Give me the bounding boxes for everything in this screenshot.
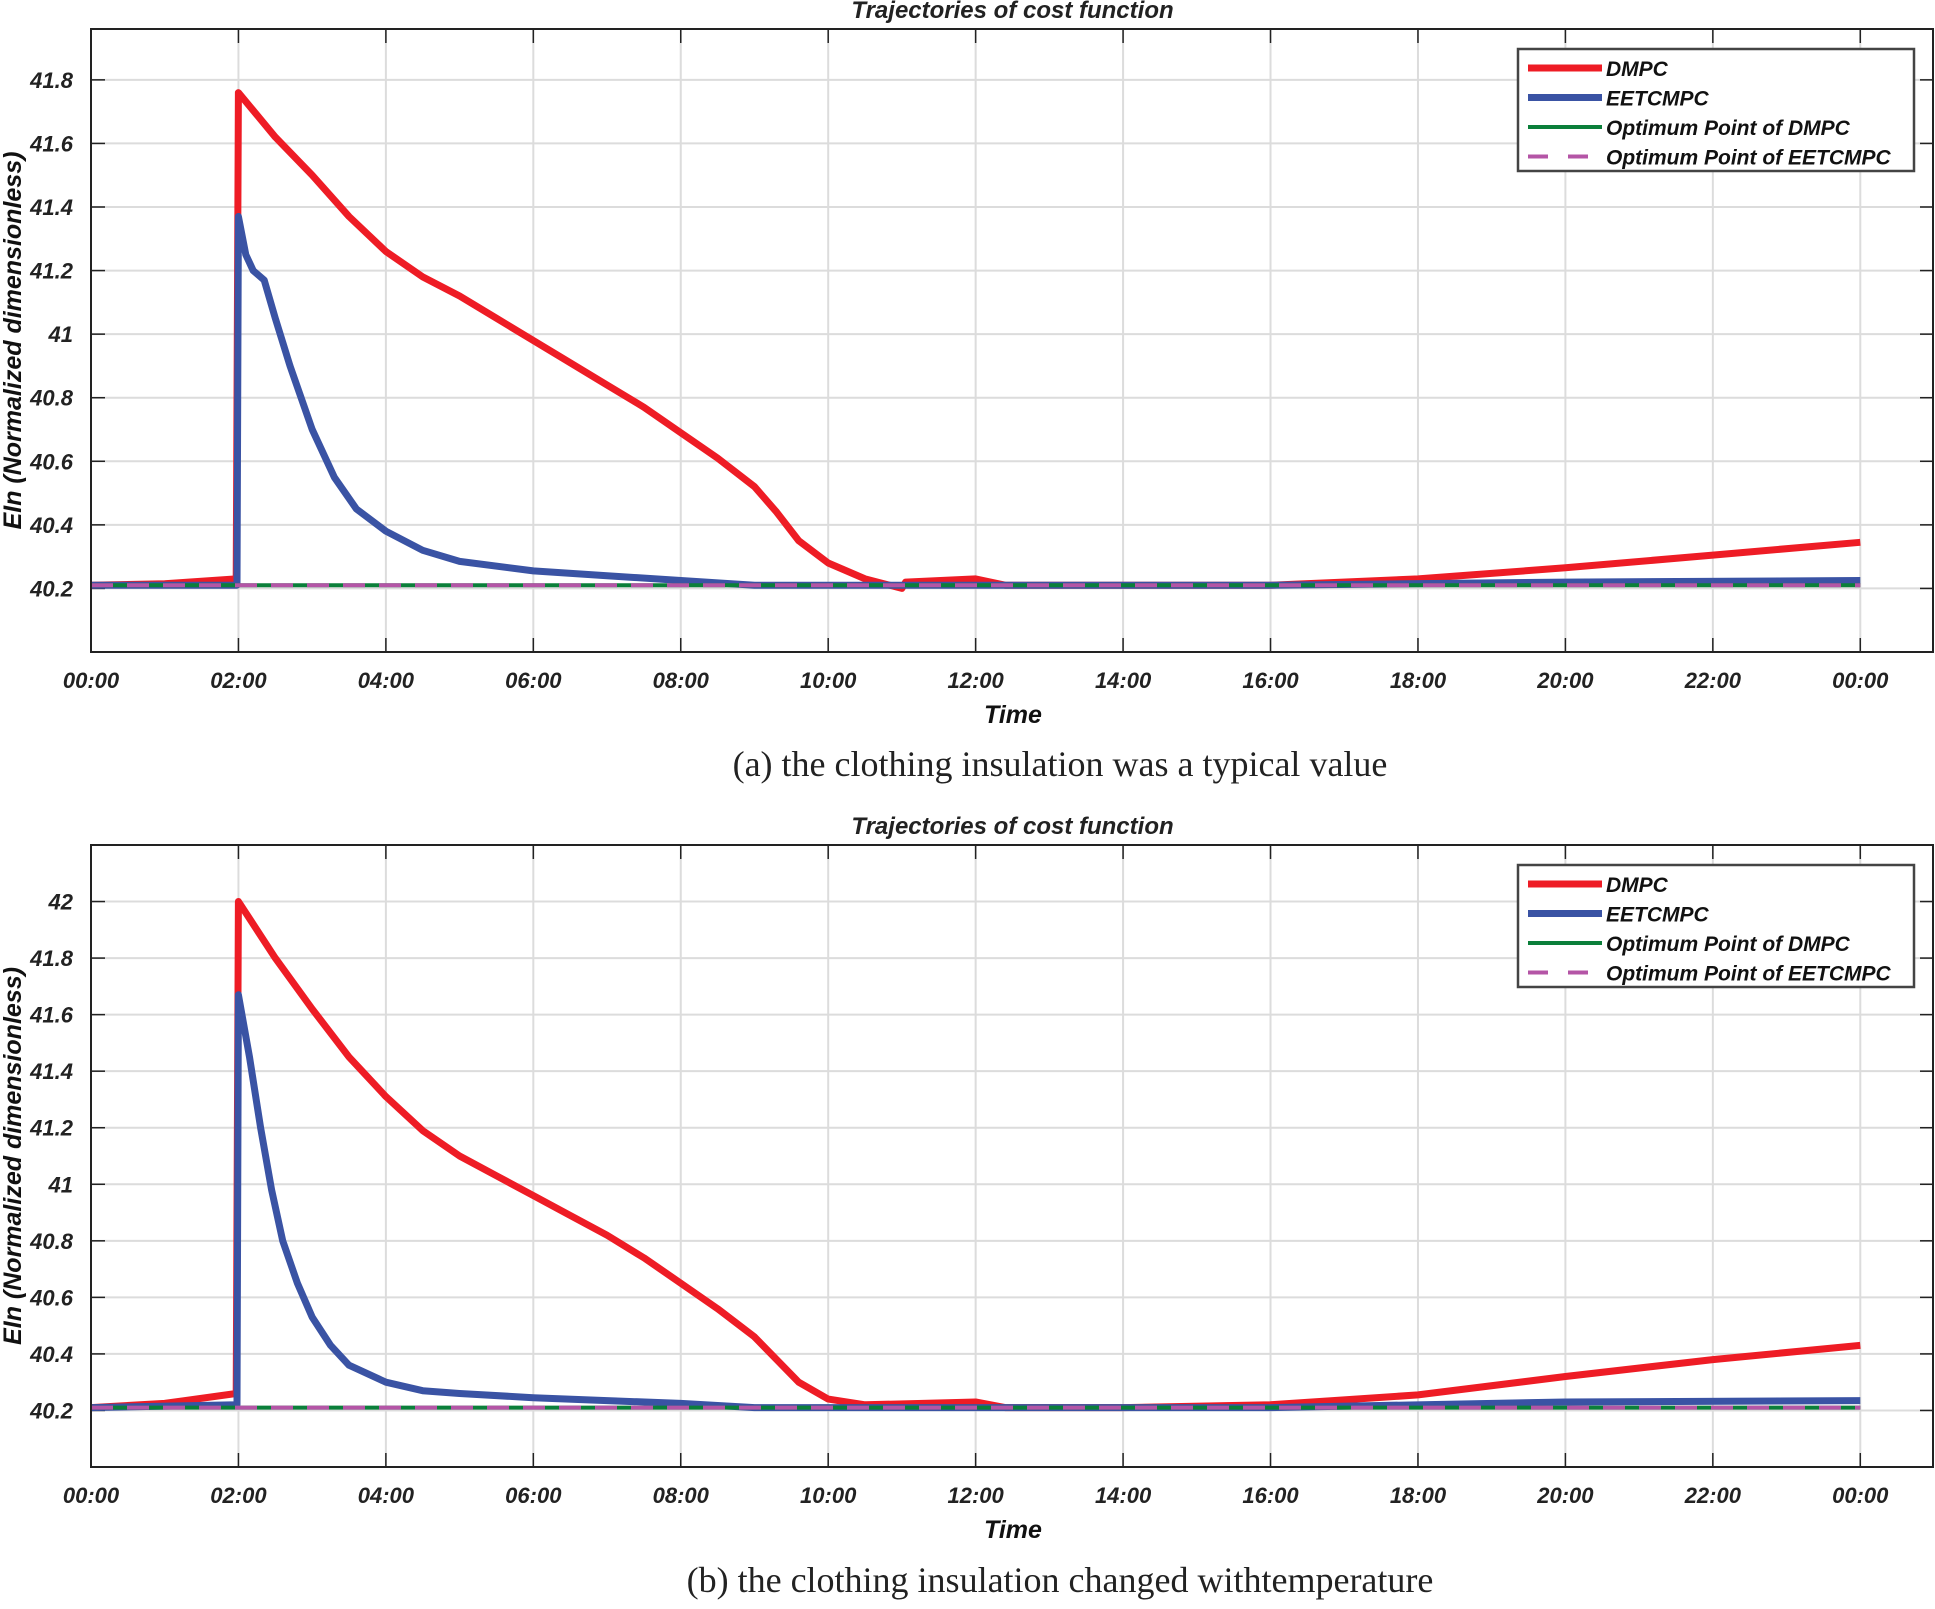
chart-panel-a: 00:00 02:00 04:00 06:00 08:00 10:00 12:00 14:00…: [0, 0, 1934, 784]
y-tick-label: 41.4: [29, 195, 73, 220]
legend-label: Optimum Point of DMPC: [1606, 933, 1851, 956]
x-tick-label: 14:00: [1095, 1483, 1152, 1508]
figure-caption: (a) the clothing insulation was a typica…: [733, 744, 1388, 784]
x-tick-label: 02:00: [210, 668, 267, 693]
chart-title: Trajectories of cost function: [851, 813, 1173, 840]
legend: DMPC EETCMPC Optimum Point of DMPC Optimum …: [1516, 863, 1916, 989]
y-tick-label: 40.2: [29, 576, 74, 601]
x-tick-label: 06:00: [505, 668, 562, 693]
x-tick-label: 22:00: [1684, 668, 1742, 693]
figure-caption: (b) the clothing insulation changed with…: [687, 1560, 1434, 1600]
y-tick-label: 40.8: [29, 1229, 74, 1254]
y-tick-label: 41.2: [29, 259, 74, 284]
x-tick-label: 20:00: [1536, 668, 1594, 693]
x-tick-label: 00:00: [1832, 1483, 1889, 1508]
y-axis-label: EIn (Normalized dimensionless): [0, 152, 27, 530]
chart-panel-b: 00:00 02:00 04:00 06:00 08:00 10:00 12:00 14:00…: [0, 813, 1934, 1600]
x-axis-label: Time: [984, 1516, 1042, 1544]
axes-frame: [90, 844, 1934, 1468]
legend: DMPC EETCMPC Optimum Point of DMPC Optimum …: [1516, 47, 1916, 173]
x-tick-label: 12:00: [947, 1483, 1004, 1508]
x-tick-label: 18:00: [1390, 1483, 1447, 1508]
x-tick-label: 02:00: [210, 1483, 267, 1508]
y-tick-label: 40.6: [29, 449, 74, 474]
y-tick-label: 41.8: [29, 68, 74, 93]
chart-title: Trajectories of cost function: [851, 0, 1173, 24]
y-tick-label: 40.8: [29, 386, 74, 411]
x-tick-label: 00:00: [63, 1483, 120, 1508]
y-tick-label: 41.2: [29, 1116, 74, 1141]
y-tick-label: 40.6: [29, 1285, 74, 1310]
x-tick-label: 16:00: [1242, 668, 1299, 693]
axes-frame: [90, 28, 1934, 653]
y-tick-label: 41.6: [29, 131, 74, 156]
y-tick-label: 40.2: [29, 1398, 74, 1423]
x-tick-label: 04:00: [358, 1483, 415, 1508]
x-tick-label: 06:00: [505, 1483, 562, 1508]
y-tick-label: 41: [48, 322, 73, 347]
y-tick-label: 41.6: [29, 1003, 74, 1028]
legend-label: EETCMPC: [1606, 88, 1710, 111]
legend-label: Optimum Point of DMPC: [1606, 117, 1851, 140]
x-tick-label: 22:00: [1684, 1483, 1742, 1508]
x-tick-label: 04:00: [358, 668, 415, 693]
y-tick-label: 41.4: [29, 1059, 73, 1084]
y-tick-label: 40.4: [29, 1342, 73, 1367]
x-tick-label: 14:00: [1095, 668, 1152, 693]
x-tick-label: 16:00: [1242, 1483, 1299, 1508]
x-tick-label: 08:00: [653, 668, 710, 693]
x-axis-label: Time: [984, 701, 1042, 729]
legend-label: DMPC: [1606, 874, 1669, 897]
x-tick-label: 00:00: [63, 668, 120, 693]
x-tick-label: 12:00: [947, 668, 1004, 693]
y-axis-label: EIn (Normalized dimensionless): [0, 967, 27, 1345]
y-tick-label: 40.4: [29, 513, 73, 538]
x-tick-label: 08:00: [653, 1483, 710, 1508]
y-tick-label: 42: [48, 890, 74, 915]
legend-label: EETCMPC: [1606, 904, 1710, 927]
legend-label: DMPC: [1606, 58, 1669, 81]
x-tick-label: 10:00: [800, 1483, 857, 1508]
legend-label: Optimum Point of EETCMPC: [1606, 147, 1891, 170]
legend-label: Optimum Point of EETCMPC: [1606, 963, 1891, 986]
x-tick-label: 10:00: [800, 668, 857, 693]
x-tick-label: 18:00: [1390, 668, 1447, 693]
x-tick-label: 20:00: [1536, 1483, 1594, 1508]
x-tick-label: 00:00: [1832, 668, 1889, 693]
y-tick-label: 41: [48, 1172, 73, 1197]
y-tick-label: 41.8: [29, 946, 74, 971]
